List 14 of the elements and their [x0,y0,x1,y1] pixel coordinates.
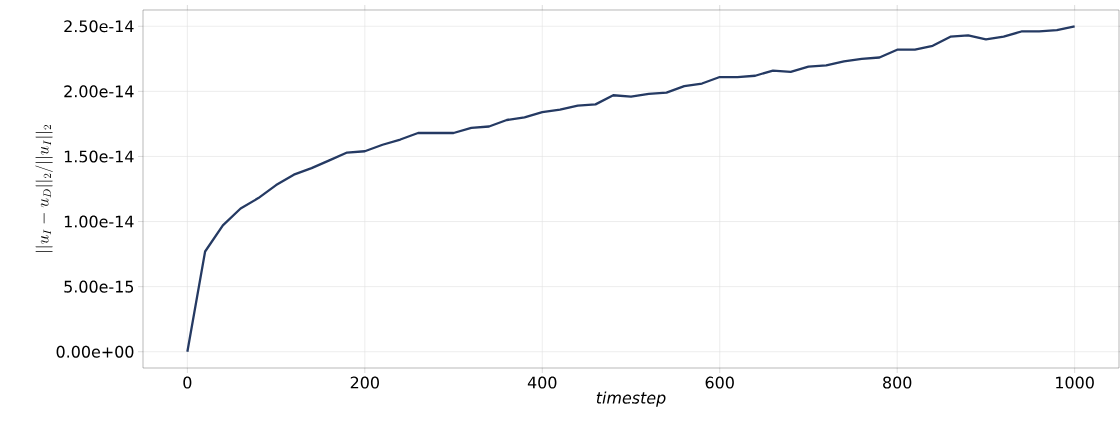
x-axis-title: timestep [596,391,666,407]
y-tick-label: 1.50e-14 [64,150,134,163]
x-tick-label: 0 [183,376,192,389]
x-tick-label: 600 [705,376,734,389]
y-tick-label: 0.00e+00 [56,345,134,358]
y-tick-label: 5.00e-15 [64,280,134,293]
y-tick-label: 1.00e-14 [64,215,134,228]
x-tick-label: 1000 [1056,376,1094,389]
x-tick-label: 800 [883,376,912,389]
y-tick-label: 2.50e-14 [64,20,134,33]
y-axis-title: $||u_I - u_D||_2/||u_I||_2$ [35,125,53,252]
x-tick-label: 400 [527,376,557,389]
x-tick-label: 200 [350,376,379,389]
y-tick-label: 2.00e-14 [64,85,134,98]
